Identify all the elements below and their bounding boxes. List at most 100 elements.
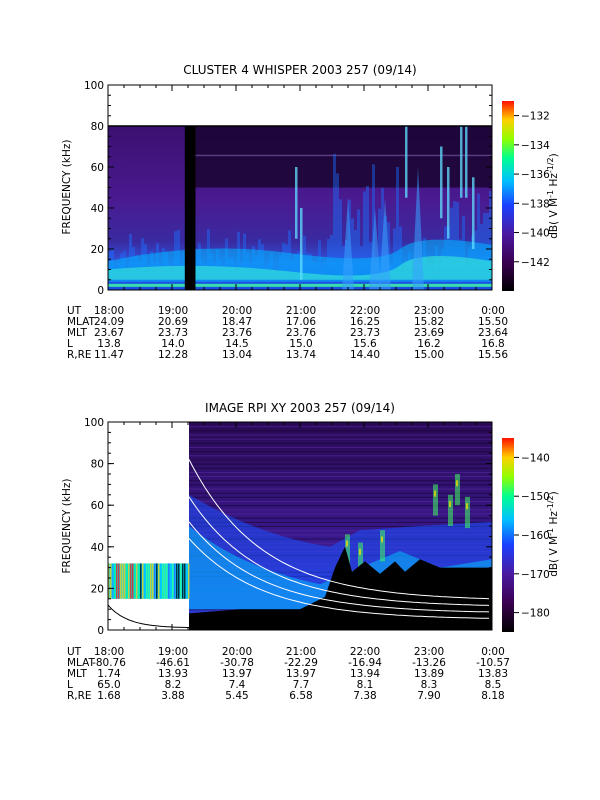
yellow-patch [381,536,383,543]
ephemeris-value: 13.89 [414,668,444,680]
stripe [189,538,492,540]
emission-column [477,193,480,290]
ephemeris-value: 13.97 [222,668,252,680]
stripe [189,434,492,436]
ephemeris-value: 19:00 [158,646,188,658]
ephemeris-value: 8.18 [481,690,504,702]
ephemeris-value: 18:00 [94,305,124,317]
green-patch [433,484,438,516]
rpi-ylabel: FREQUENCY (kHz) [61,479,73,574]
low-intensity-region [195,126,492,188]
early-column [132,563,134,599]
ephemeris-value: 13.04 [222,349,252,361]
stripe [189,426,492,428]
early-column [186,563,188,599]
whisper-colorbar-label: dB( V M-1 Hz-1/2) [546,153,560,239]
ephemeris-value: 20:00 [222,646,252,658]
stripe [189,442,492,444]
ephemeris-value: -16.94 [348,657,382,669]
early-column [140,563,142,599]
whisper-colorbar [502,101,514,291]
stripe [189,526,492,527]
stripe [189,476,492,478]
early-column [188,563,190,599]
yellow-patch [449,501,451,508]
ephemeris-value: 13.83 [478,668,508,680]
whisper-title: CLUSTER 4 WHISPER 2003 257 (09/14) [183,63,416,77]
dispersion-curve [188,521,490,613]
ephemeris-value: 22:00 [350,646,380,658]
stripe [189,488,492,490]
ephemeris-value: 19:00 [158,305,188,317]
whisper-spectrogram [108,125,492,290]
ephemeris-value: 7.4 [229,679,246,691]
early-column [156,563,158,599]
rpi-colorbar-ticks: −140 −150 −160 −170 −180 [514,452,550,620]
ephemeris-value: 16.25 [350,316,380,328]
ephemeris-row-label: L [67,338,73,350]
y-tick-label: 20 [91,244,104,256]
early-column [122,563,124,599]
ephemeris-value: 16.2 [417,338,440,350]
ephemeris-value: 15.0 [289,338,312,350]
ephemeris-value: 23.76 [222,327,252,339]
rpi-x-axis [107,422,493,630]
colorbar-tick-label: −140 [521,228,550,240]
ephemeris-value: 8.1 [357,679,374,691]
ephemeris-row-label: MLAT [67,657,96,669]
bright-streak [405,126,408,198]
green-patch [345,534,350,566]
early-column [170,563,172,599]
ephemeris-value: 11.47 [94,349,124,361]
emission-spike [369,208,381,290]
emission-column [378,208,381,290]
early-column [110,563,112,599]
stripe [189,513,492,515]
stripe [189,496,492,498]
ephemeris-value: 13.94 [350,668,380,680]
rpi-ephemeris-table: UT 18:00 19:00 20:00 21:00 22:00 23:00 0:00 MLAT… [67,646,510,702]
stripe [189,534,492,536]
early-column [152,563,154,599]
green-band [108,256,492,280]
early-column [120,563,122,599]
ephemeris-row-label: R,RE [67,349,92,361]
ephemeris-value: 5.45 [225,690,248,702]
emission-column [333,153,336,290]
ephemeris-value: 15.56 [478,349,508,361]
colorbar-tick-label: −136 [521,169,550,181]
ephemeris-value: 23:00 [414,305,444,317]
early-column [180,563,182,599]
stripe [189,451,492,453]
bright-streak [472,177,475,249]
stripe [189,509,492,511]
early-column [108,563,110,599]
ephemeris-row-label: MLT [67,668,87,680]
early-column [128,563,130,599]
bright-streak [440,146,443,219]
ephemeris-value: 65.0 [97,679,120,691]
green-patch [358,542,363,574]
stripe [189,467,492,469]
ephemeris-value: 15.50 [478,316,508,328]
yellow-patch [456,480,458,487]
early-column [160,563,162,599]
y-tick-label: 0 [97,625,104,637]
green-patch [465,496,470,529]
ephemeris-value: 13.97 [286,668,316,680]
y-tick-label: 40 [91,542,104,554]
colorbar-tick-label: −150 [521,491,550,503]
ephemeris-row-label: L [67,679,73,691]
data-gap [184,126,196,290]
ephemeris-value: 24.09 [94,316,124,328]
green-patch [455,474,460,506]
ephemeris-row-label: UT [67,646,82,658]
stripe [189,501,492,503]
ephemeris-value: 23.73 [158,327,188,339]
early-column [182,563,184,599]
early-column [164,563,166,599]
emission-spike [342,197,354,290]
colorbar-tick-label: −160 [521,530,550,542]
rpi-panel: IMAGE RPI XY 2003 257 (09/14) 0 20 40 60 80 1… [61,401,560,702]
